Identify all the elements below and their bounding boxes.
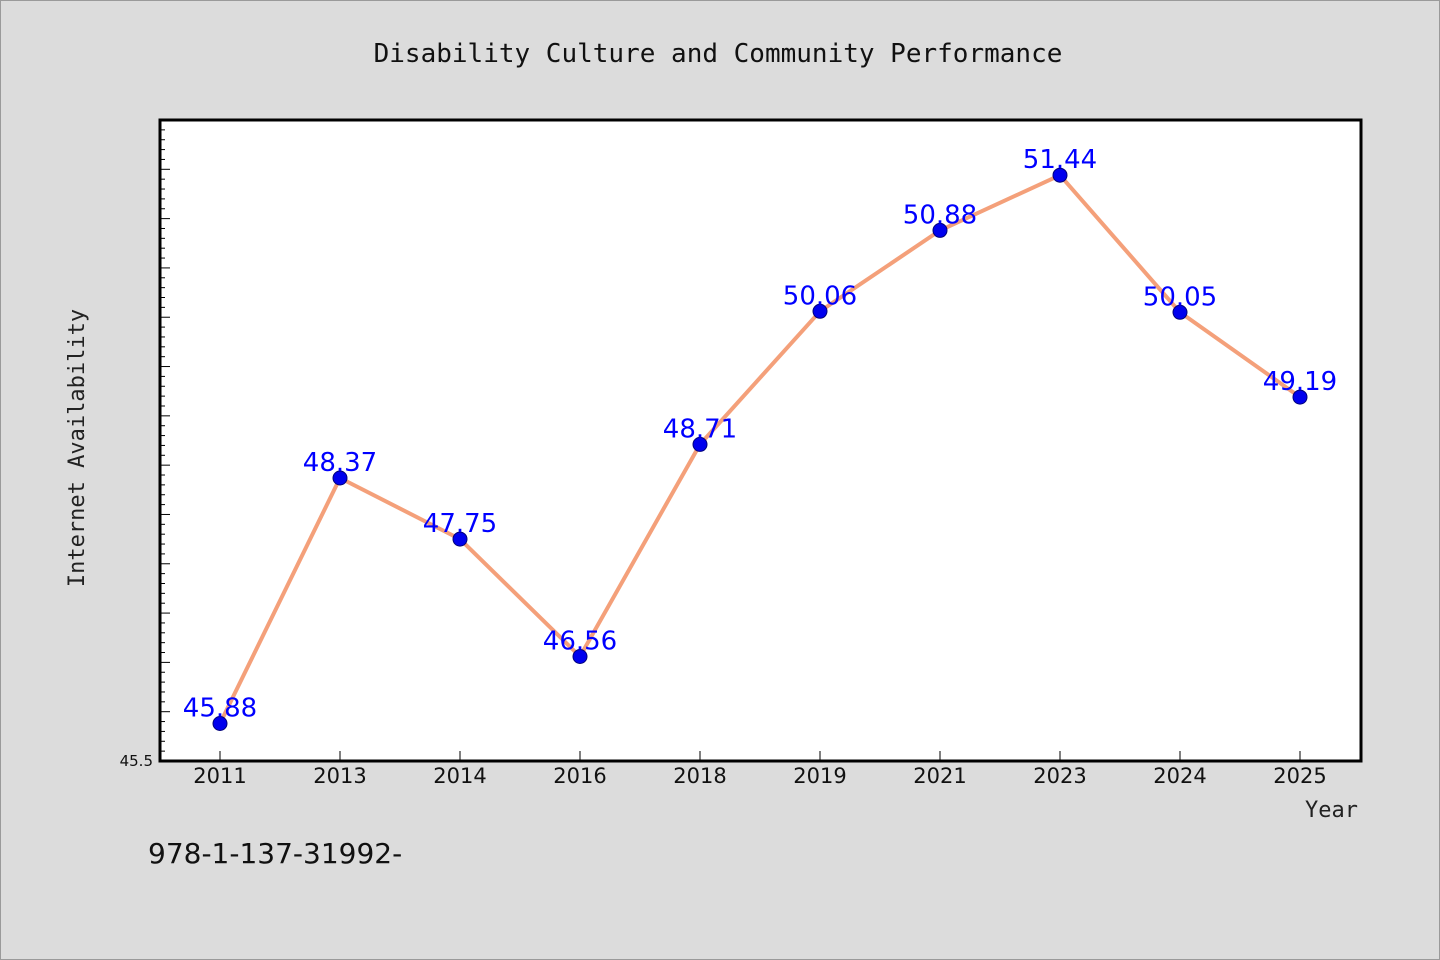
x-tick-label: 2018 bbox=[673, 764, 726, 788]
data-point bbox=[332, 470, 348, 486]
footnote-isbn: 978-1-137-31992- bbox=[148, 837, 402, 870]
x-axis-title: Year bbox=[1305, 798, 1358, 823]
data-label: 49.19 bbox=[1263, 367, 1337, 397]
x-tick-label: 2013 bbox=[313, 764, 366, 788]
series-markers bbox=[212, 167, 1308, 731]
data-label: 50.88 bbox=[903, 200, 977, 230]
data-point bbox=[932, 222, 948, 238]
chart-title: Disability Culture and Community Perform… bbox=[374, 39, 1063, 69]
data-label: 45.88 bbox=[183, 694, 257, 724]
x-tick-label: 2016 bbox=[553, 764, 606, 788]
x-tick-label: 2014 bbox=[433, 764, 486, 788]
data-point bbox=[812, 303, 828, 319]
data-point bbox=[692, 436, 708, 452]
x-tick-label: 2011 bbox=[193, 764, 246, 788]
data-label: 46.56 bbox=[543, 627, 617, 657]
data-point bbox=[1172, 304, 1188, 320]
x-tick-label: 2021 bbox=[913, 764, 966, 788]
data-point bbox=[452, 531, 468, 547]
data-label: 50.06 bbox=[783, 281, 857, 311]
data-label: 50.05 bbox=[1143, 282, 1217, 312]
x-tick-label: 2024 bbox=[1153, 764, 1206, 788]
data-labels: 45.88 48.37 47.75 46.56 48.71 50.06 50.88 51.44… bbox=[183, 145, 1337, 723]
plot-border bbox=[158, 118, 1363, 763]
data-label: 48.37 bbox=[303, 448, 377, 478]
data-label: 51.44 bbox=[1023, 145, 1097, 175]
data-label: 47.75 bbox=[423, 509, 497, 539]
x-tick-label: 2023 bbox=[1033, 764, 1086, 788]
plot-area bbox=[160, 120, 1361, 761]
x-axis-ticks bbox=[219, 751, 1301, 761]
series-line bbox=[218, 173, 1302, 726]
y-axis-title: Internet Availability bbox=[65, 309, 90, 587]
data-point bbox=[212, 716, 228, 731]
data-point bbox=[1052, 167, 1068, 183]
x-tick-label: 2019 bbox=[793, 764, 846, 788]
x-tick-label: 2025 bbox=[1273, 764, 1326, 788]
data-label: 48.71 bbox=[663, 414, 737, 444]
data-point bbox=[1292, 389, 1308, 405]
x-axis-tick-labels: 2011 2013 2014 2016 2018 2019 2021 2023 2024 2025 bbox=[193, 764, 1326, 788]
y-tick-label: 45.5 bbox=[120, 752, 153, 770]
data-point bbox=[572, 649, 588, 664]
